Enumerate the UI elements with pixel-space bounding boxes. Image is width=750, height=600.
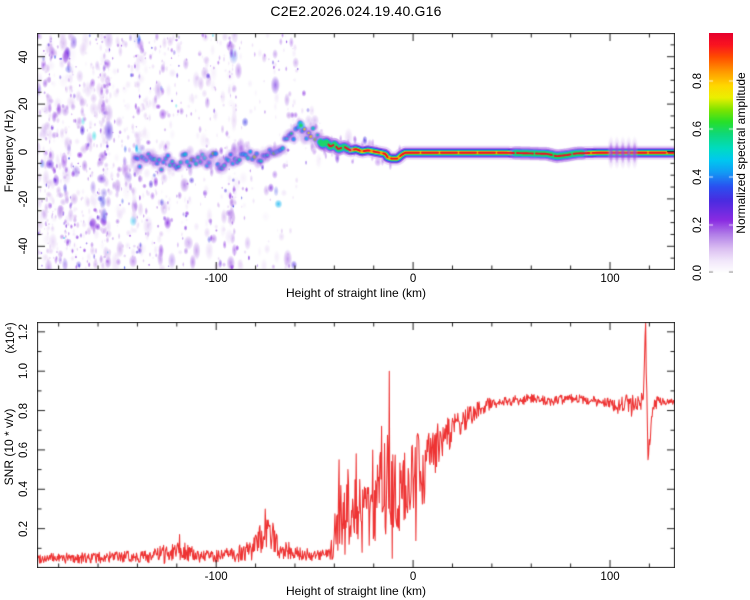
- spectrogram-y-tick-label: -40: [18, 237, 30, 255]
- spectrogram-plot-area: [37, 33, 675, 270]
- snr-y-tick-label: 0.2: [18, 520, 30, 537]
- spectrogram-y-tick-label: -20: [18, 190, 30, 208]
- spectrogram-x-tick-label: -100: [204, 273, 228, 285]
- figure-title: C2E2.2026.024.19.40.G16: [270, 3, 442, 19]
- snr-y-tick-label: 0.8: [18, 402, 30, 419]
- snr-y-tick-label: 1.2: [18, 323, 30, 340]
- spectrogram-y-tick-label: 20: [18, 97, 30, 111]
- snr-y-tick-label: 0.4: [18, 481, 30, 498]
- colorbar-tick-label: 0.0: [692, 265, 704, 281]
- snr-x-tick-label: 0: [409, 571, 417, 583]
- colorbar: [709, 33, 733, 273]
- spectrogram-y-tick-label: 40: [18, 50, 30, 64]
- colorbar-tick-label: 0.6: [692, 121, 704, 137]
- snr-y-scale-note: (x10⁴): [5, 322, 17, 354]
- snr-x-axis-label: Height of straight line (km): [285, 584, 427, 598]
- colorbar-tick-label: 0.8: [692, 73, 704, 89]
- spectrogram-x-tick-label: 100: [600, 273, 620, 285]
- snr-y-tick-label: 0.6: [18, 441, 30, 458]
- colorbar-tick-label: 0.4: [692, 169, 704, 185]
- snr-x-tick-label: 100: [600, 571, 620, 583]
- snr-y-tick-label: 1.0: [18, 363, 30, 380]
- snr-plot-area: [37, 322, 675, 568]
- spectrogram-x-axis-label: Height of straight line (km): [285, 286, 427, 300]
- colorbar-tick-label: 0.2: [692, 217, 704, 233]
- spectrogram-x-tick-label: 0: [409, 273, 417, 285]
- colorbar-label: Normalized spectral amplitude: [734, 72, 748, 234]
- snr-x-tick-label: -100: [204, 571, 228, 583]
- spectrogram-y-tick-label: 0: [18, 148, 30, 155]
- spectrogram-y-axis-label: Frequency (Hz): [2, 109, 16, 193]
- snr-y-axis-label: SNR (10 * v/v): [2, 408, 16, 486]
